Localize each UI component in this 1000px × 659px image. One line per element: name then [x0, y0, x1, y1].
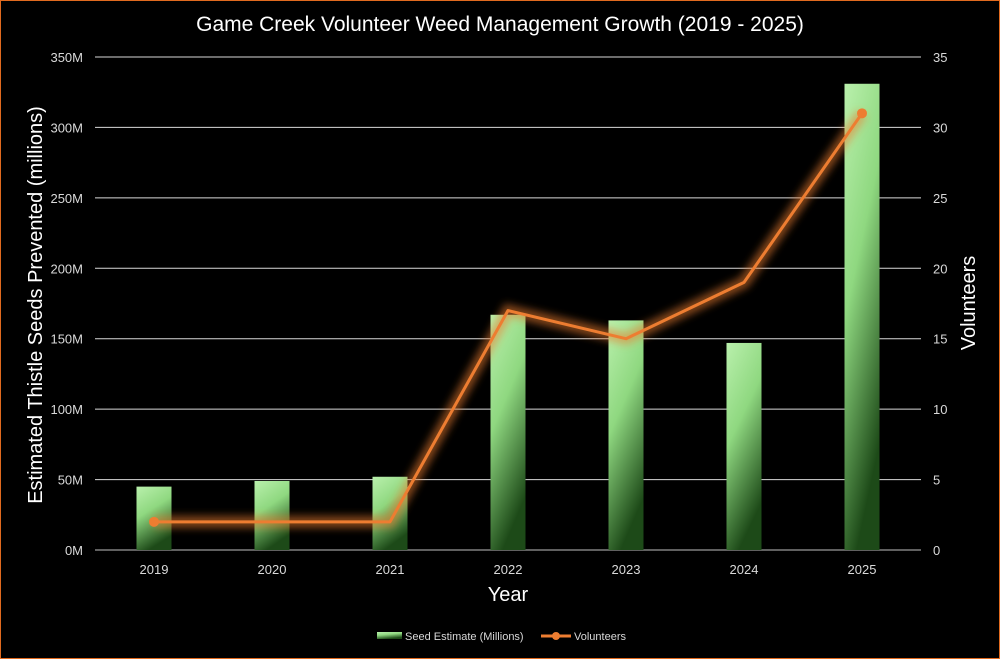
- line-series: [149, 108, 867, 528]
- y-tick-label: 300M: [50, 120, 83, 135]
- volunteers-line: [154, 112, 864, 524]
- legend-swatch-bars: [377, 632, 402, 639]
- legend-label-bars: Seed Estimate (Millions): [405, 631, 524, 643]
- bar: [726, 342, 762, 550]
- legend-marker-line: [552, 632, 560, 640]
- y-tick-label: 250M: [50, 191, 83, 206]
- y2-tick-label: 0: [933, 543, 940, 558]
- x-tick-label: 2021: [376, 562, 405, 577]
- y-tick-label: 0M: [65, 543, 83, 558]
- y2-tick-label: 35: [933, 50, 947, 65]
- x-tick-label: 2023: [612, 562, 641, 577]
- bar: [254, 480, 290, 550]
- x-tick-label: 2024: [730, 562, 759, 577]
- y-tick-label: 100M: [50, 402, 83, 417]
- y2-tick-label: 15: [933, 332, 947, 347]
- bar: [608, 320, 644, 550]
- x-tick-label: 2022: [494, 562, 523, 577]
- bar: [490, 314, 526, 550]
- chart-title: Game Creek Volunteer Weed Management Gro…: [196, 13, 804, 36]
- y2-tick-label: 5: [933, 473, 940, 488]
- y-tick-label: 150M: [50, 332, 83, 347]
- legend-label-line: Volunteers: [574, 631, 626, 643]
- y2-tick-label: 10: [933, 402, 947, 417]
- x-tick-label: 2020: [258, 562, 287, 577]
- legend: Seed Estimate (Millions) Volunteers: [377, 631, 626, 643]
- y2-tick-label: 30: [933, 120, 947, 135]
- line-point: [149, 516, 159, 527]
- y-axis-title: Estimated Thistle Seeds Prevented (milli…: [25, 106, 47, 504]
- line-point: [857, 108, 867, 119]
- axis-ticks: 0M50M100M150M200M250M300M350M05101520253…: [50, 50, 947, 577]
- y-tick-label: 350M: [50, 50, 83, 65]
- x-tick-label: 2019: [140, 562, 169, 577]
- x-axis-title: Year: [488, 584, 529, 606]
- y2-tick-label: 20: [933, 261, 947, 276]
- gridlines: [95, 56, 921, 551]
- y-tick-label: 200M: [50, 261, 83, 276]
- y2-axis-title: Volunteers: [958, 256, 980, 351]
- y2-tick-label: 25: [933, 191, 947, 206]
- x-tick-label: 2025: [848, 562, 877, 577]
- y-tick-label: 50M: [58, 473, 83, 488]
- bar: [844, 83, 880, 551]
